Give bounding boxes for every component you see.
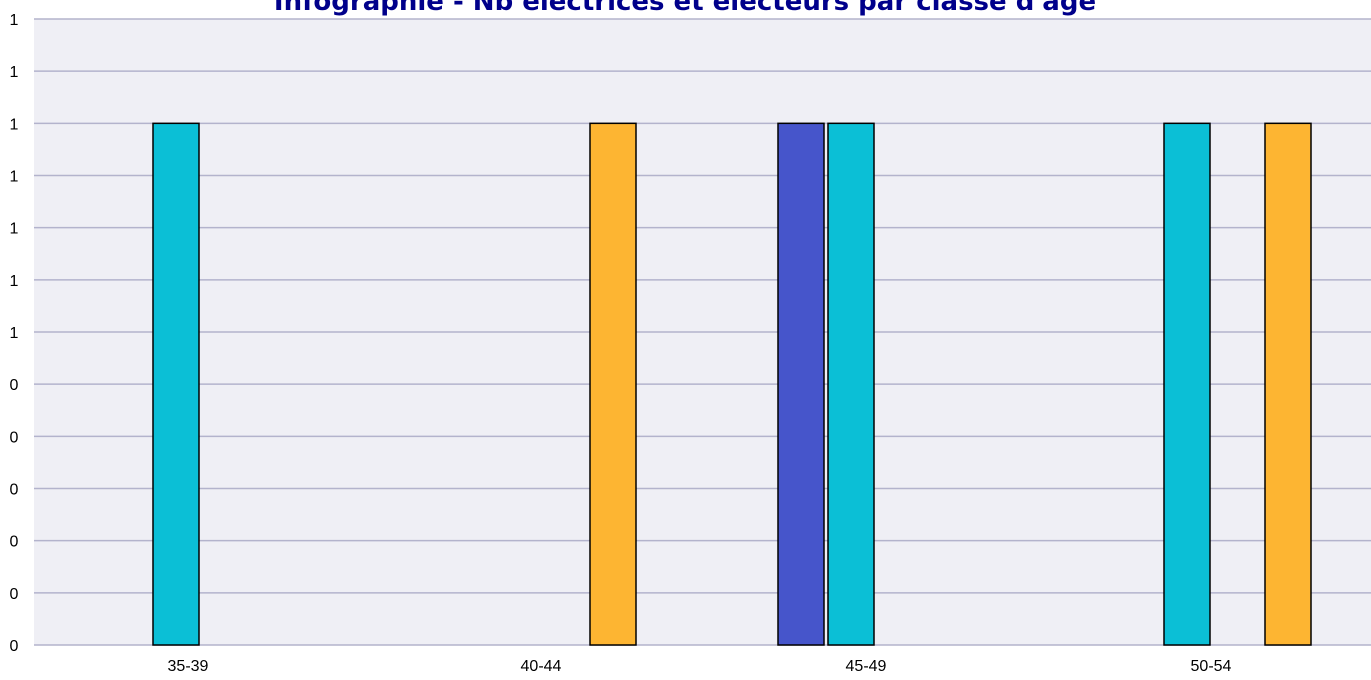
y-tick-label: 1	[10, 12, 19, 29]
bar-50-54	[1163, 122, 1211, 646]
bar-50-54	[1264, 122, 1312, 646]
y-tick-label: 0	[10, 429, 19, 446]
x-axis-ticks: 35-39 40-44 45-49 50-54	[168, 658, 1232, 675]
bar-45-49	[827, 122, 875, 646]
y-tick-label: 1	[10, 64, 19, 81]
bar-35-39	[152, 122, 200, 646]
grid-lines	[34, 18, 1371, 646]
bars	[152, 122, 1312, 646]
y-tick-label: 0	[10, 638, 19, 655]
y-tick-label: 0	[10, 586, 19, 603]
y-tick-label: 0	[10, 534, 19, 551]
y-tick-label: 1	[10, 169, 19, 186]
y-axis-ticks: 0 0 0 0 0 0 1 1 1 1 1 1 1	[10, 12, 19, 655]
y-tick-label: 0	[10, 377, 19, 394]
y-tick-label: 1	[10, 116, 19, 133]
x-tick-label: 35-39	[168, 658, 209, 675]
x-tick-label: 45-49	[846, 658, 887, 675]
y-tick-label: 1	[10, 221, 19, 238]
bar-40-44	[589, 122, 637, 646]
x-tick-label: 50-54	[1191, 658, 1232, 675]
x-tick-label: 40-44	[521, 658, 562, 675]
bar-45-49	[777, 122, 825, 646]
y-tick-label: 1	[10, 325, 19, 342]
y-tick-label: 1	[10, 273, 19, 290]
chart-title: Infographie - Nb électrices et électeurs…	[274, 0, 1096, 17]
y-tick-label: 0	[10, 482, 19, 499]
